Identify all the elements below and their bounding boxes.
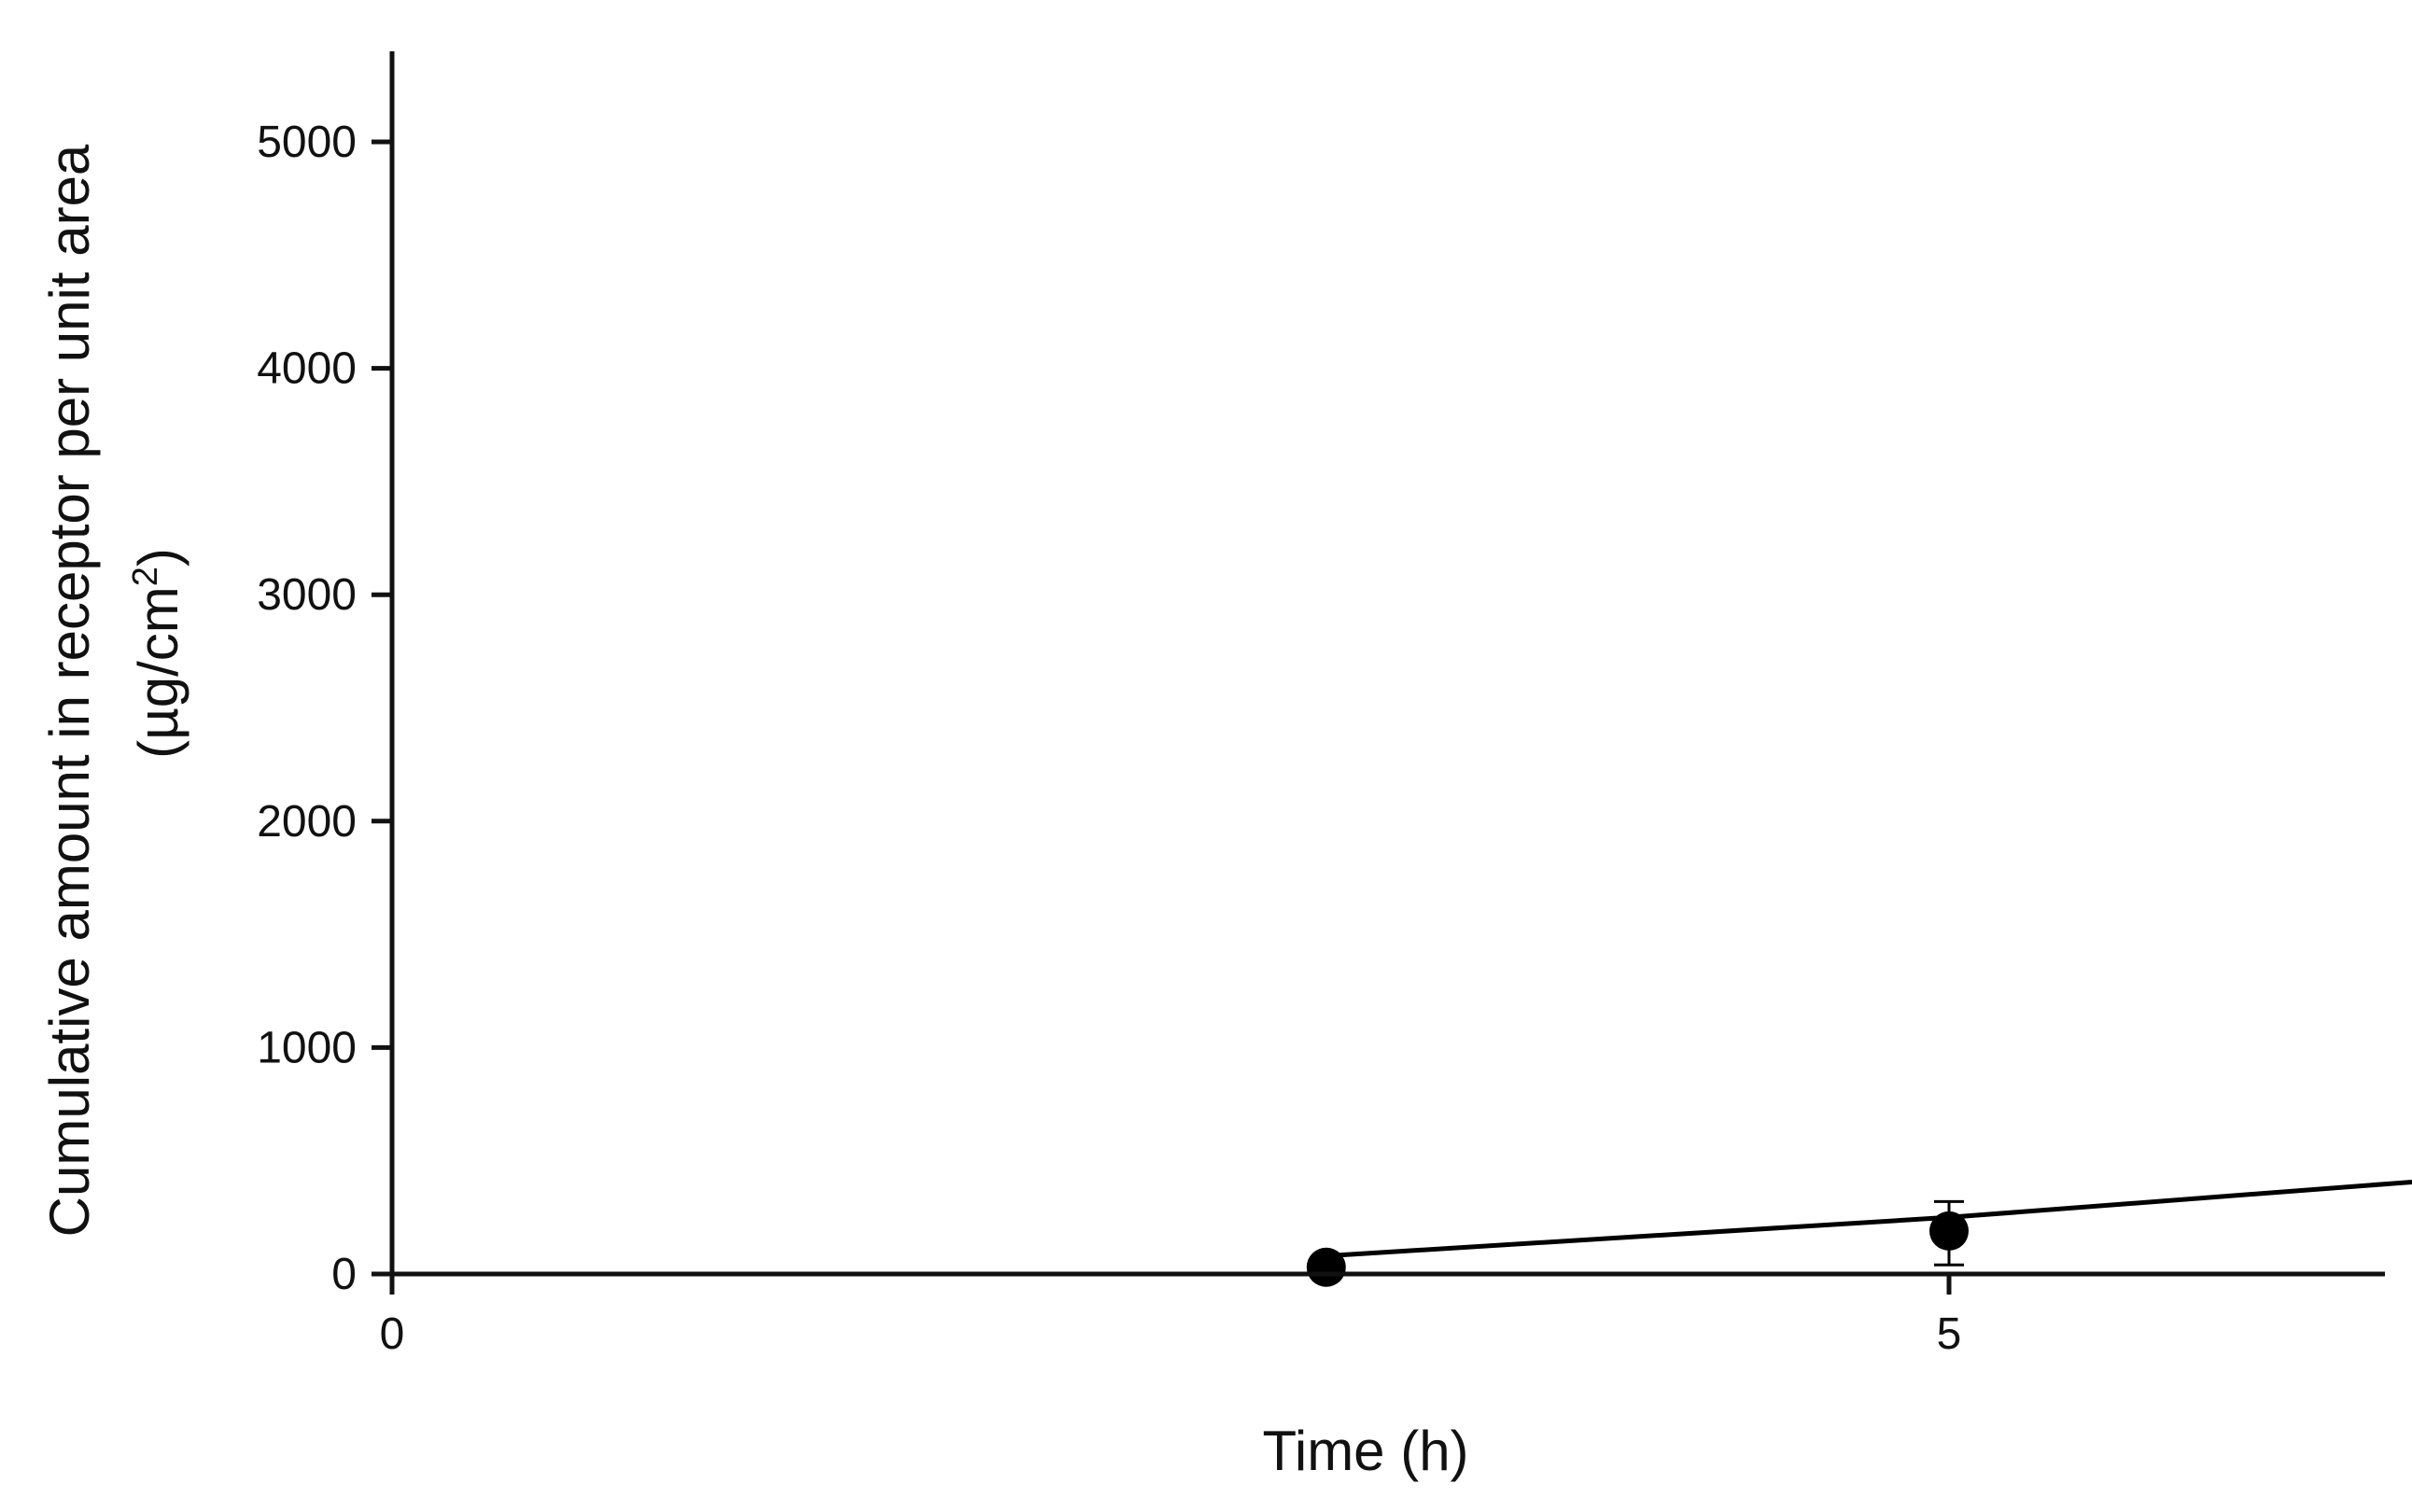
y-axis-title: Cumulative amount in receptor per unit a… bbox=[38, 144, 189, 1237]
y-axis-title-line2: (µg/cm2) bbox=[126, 548, 189, 759]
data-point-t5 bbox=[1929, 1211, 1969, 1251]
error-bars-layer bbox=[1311, 1199, 1964, 1276]
y-axis-unit-superscript: 2 bbox=[126, 567, 165, 586]
x-tick-label-5: 5 bbox=[1937, 1309, 1962, 1359]
y-tick-label-5000: 5000 bbox=[257, 118, 357, 167]
y-axis-title-line1: Cumulative amount in receptor per unit a… bbox=[38, 144, 101, 1237]
ticks-layer: 010002000300040005000051015202530 bbox=[257, 118, 1962, 1359]
y-axis-unit: (µg/cm bbox=[127, 586, 189, 759]
y-tick-label-0: 0 bbox=[331, 1250, 357, 1299]
y-tick-label-2000: 2000 bbox=[257, 797, 357, 847]
y-tick-label-3000: 3000 bbox=[257, 570, 357, 620]
data-point-t3 bbox=[1306, 1247, 1346, 1287]
axes-layer bbox=[389, 51, 2385, 1277]
x-tick-label-0: 0 bbox=[380, 1309, 405, 1359]
fit-line bbox=[1325, 1179, 2412, 1259]
fit-curve-layer bbox=[1325, 1179, 2412, 1259]
x-axis-title: Time (h) bbox=[1262, 1420, 1468, 1482]
y-tick-label-4000: 4000 bbox=[257, 344, 357, 394]
y-axis-unit-close: ) bbox=[127, 548, 189, 567]
data-points-layer bbox=[1306, 1211, 1969, 1287]
y-tick-label-1000: 1000 bbox=[257, 1023, 357, 1072]
